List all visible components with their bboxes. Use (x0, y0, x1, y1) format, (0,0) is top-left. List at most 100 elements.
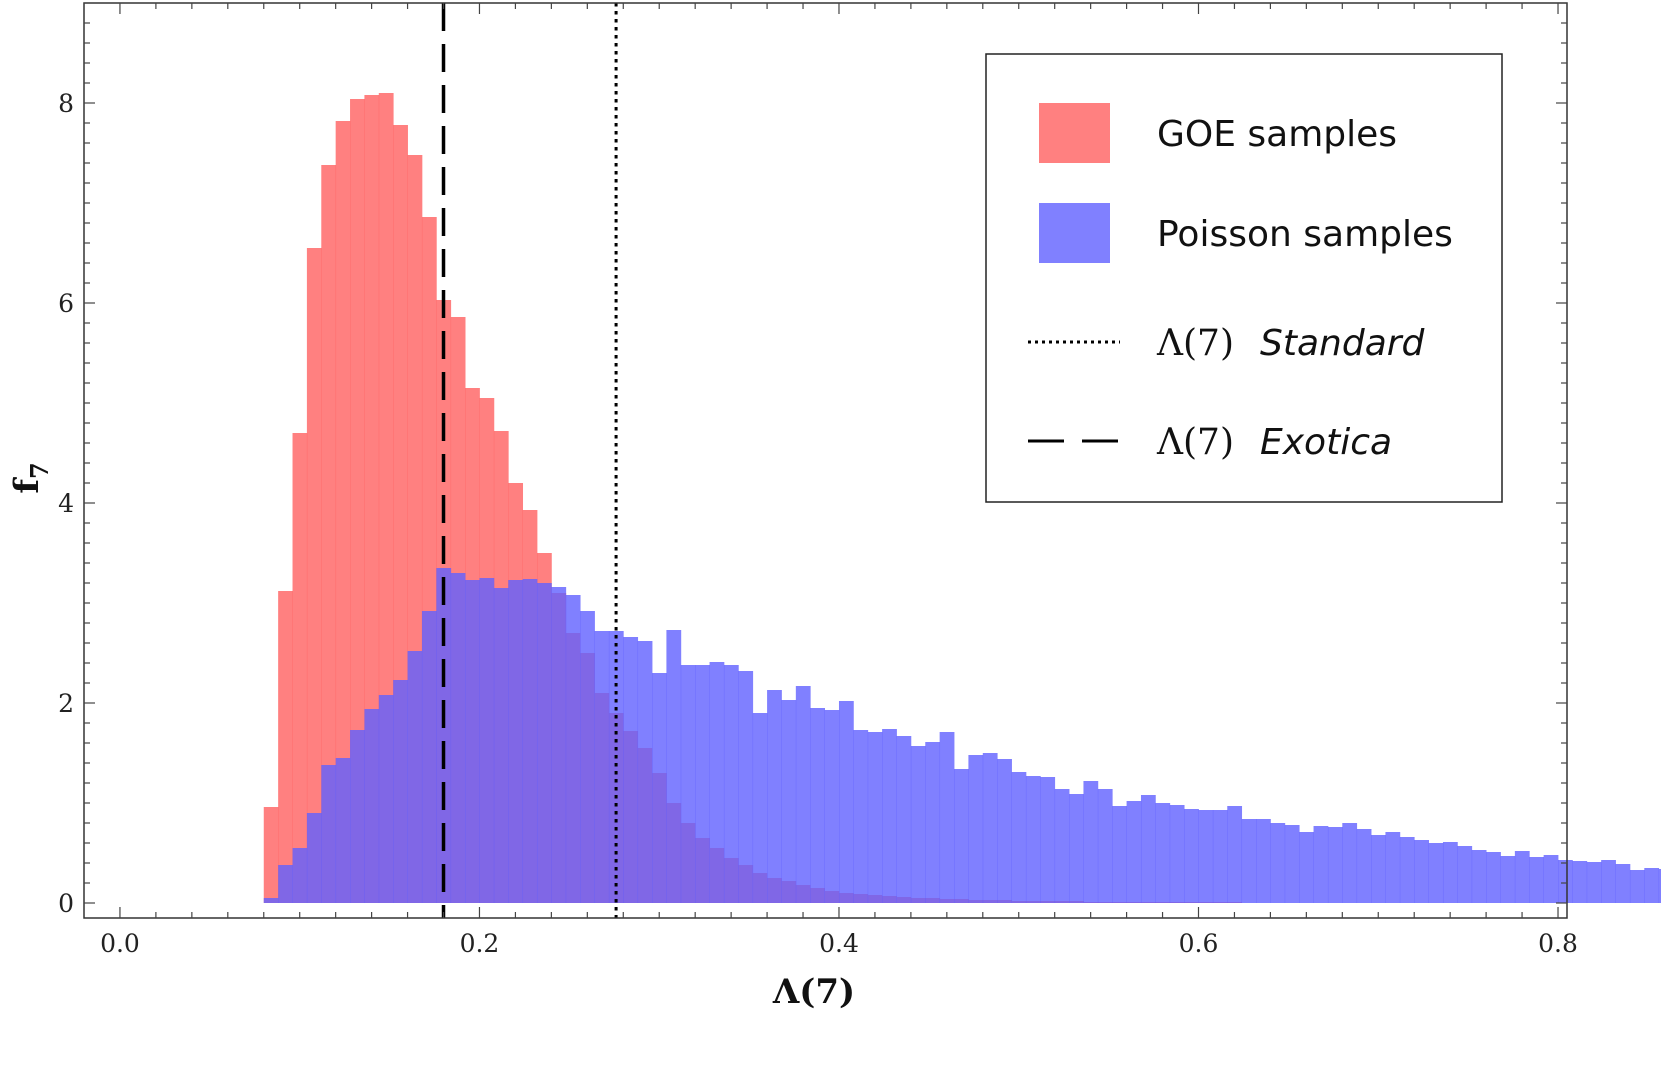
poisson-bar (1270, 823, 1286, 903)
legend-label-poisson: Poisson samples (1157, 214, 1453, 255)
poisson-bar (1284, 825, 1300, 903)
poisson-bar (666, 630, 682, 903)
poisson-bar (393, 680, 408, 903)
x-tick-label: 0.2 (460, 929, 500, 958)
poisson-bar (465, 580, 480, 903)
poisson-bar (608, 631, 624, 903)
poisson-bar (1442, 842, 1458, 903)
poisson-bar (939, 732, 955, 903)
x-tick-labels: 0.0 0.2 0.4 0.6 0.8 (100, 929, 1578, 958)
poisson-bar (1184, 809, 1199, 903)
x-axis-title: Λ(7) (772, 972, 855, 1012)
y-tick-labels: 0 2 4 6 8 (58, 89, 74, 918)
goe-bar (321, 165, 337, 903)
poisson-bar (1629, 870, 1645, 903)
poisson-bar (824, 710, 840, 903)
poisson-bar (278, 865, 293, 903)
poisson-bar (1011, 772, 1027, 903)
y-axis-title-subscript: 7 (25, 462, 54, 479)
legend-label-exotica: Λ(7) Exotica (1156, 422, 1392, 463)
poisson-bar (536, 583, 552, 903)
poisson-bar (997, 759, 1012, 903)
poisson-bar (1227, 806, 1243, 903)
poisson-bar (910, 746, 926, 903)
poisson-bar (867, 732, 883, 903)
poisson-bar (1572, 861, 1588, 903)
goe-bar (278, 591, 293, 903)
poisson-bar (1169, 805, 1185, 903)
poisson-bar (1097, 789, 1113, 903)
poisson-bar (1069, 794, 1084, 903)
poisson-bar (954, 769, 969, 903)
poisson-bar (968, 755, 984, 903)
legend-italic-exotica: Exotica (1260, 422, 1392, 463)
poisson-bar (925, 742, 941, 903)
poisson-bar (1198, 810, 1214, 903)
poisson-bar (680, 665, 696, 903)
poisson-bar (565, 595, 581, 903)
poisson-bar (508, 580, 524, 903)
axis-ticks (84, 2, 1567, 918)
legend-swatch-goe (1039, 103, 1110, 163)
poisson-bar (1428, 843, 1444, 903)
poisson-bar (623, 637, 639, 903)
goe-bar (292, 433, 308, 903)
poisson-bar (853, 730, 869, 903)
poisson-bar (1054, 789, 1070, 903)
poisson-bar (1615, 864, 1631, 903)
poisson-bar (407, 651, 423, 903)
poisson-bar (1385, 832, 1401, 903)
legend-swatch-poisson (1039, 203, 1110, 263)
x-tick-label: 0.8 (1538, 929, 1578, 958)
poisson-bar (652, 673, 667, 903)
poisson-bar (292, 848, 308, 903)
legend: GOE samples Poisson samples Λ(7) Standard… (985, 53, 1503, 503)
poisson-bar (1356, 829, 1372, 903)
y-axis-title-main: f (7, 477, 47, 494)
legend-label-goe: GOE samples (1157, 114, 1397, 155)
reference-lines (441, 3, 618, 918)
poisson-bar (896, 736, 912, 903)
poisson-bar (1155, 803, 1171, 903)
poisson-bar (838, 701, 854, 903)
poisson-bar (594, 631, 610, 903)
poisson-bar (795, 686, 811, 903)
poisson-bar (982, 753, 998, 903)
y-tick-label: 2 (58, 689, 74, 718)
poisson-bar (335, 758, 351, 903)
poisson-bar (1025, 776, 1041, 903)
goe-bar (306, 248, 322, 903)
poisson-bar (1486, 852, 1501, 903)
poisson-bar (1457, 846, 1473, 903)
poisson-bar (1299, 832, 1314, 903)
poisson-bar (1342, 823, 1358, 903)
poisson-bar (1514, 851, 1530, 903)
x-tick-label: 0.4 (819, 929, 859, 958)
poisson-bar (695, 665, 710, 903)
poisson-bar (709, 662, 725, 903)
poisson-bar (1140, 795, 1156, 903)
poisson-bar (1327, 827, 1343, 903)
y-tick-label: 0 (58, 889, 74, 918)
poisson-bar (752, 713, 768, 903)
poisson-bar (1083, 781, 1099, 903)
poisson-bar (882, 729, 897, 903)
poisson-bar (1212, 810, 1228, 903)
poisson-bar (1241, 819, 1257, 903)
poisson-bar (810, 708, 825, 903)
poisson-bar (364, 709, 380, 903)
poisson-bar (1586, 862, 1602, 903)
poisson-bar (1529, 857, 1545, 903)
poisson-bar (637, 641, 653, 903)
goe-bar (263, 807, 279, 903)
poisson-bar (580, 611, 595, 903)
poisson-bar (1601, 860, 1616, 903)
poisson-bar (1471, 850, 1487, 903)
plot-frame (83, 2, 1568, 919)
goe-bar (350, 99, 365, 903)
poisson-bar (1644, 868, 1660, 903)
poisson-bar (263, 898, 279, 903)
poisson-bar (1500, 856, 1516, 903)
poisson-bar (1313, 826, 1329, 903)
poisson-bar (306, 813, 322, 903)
